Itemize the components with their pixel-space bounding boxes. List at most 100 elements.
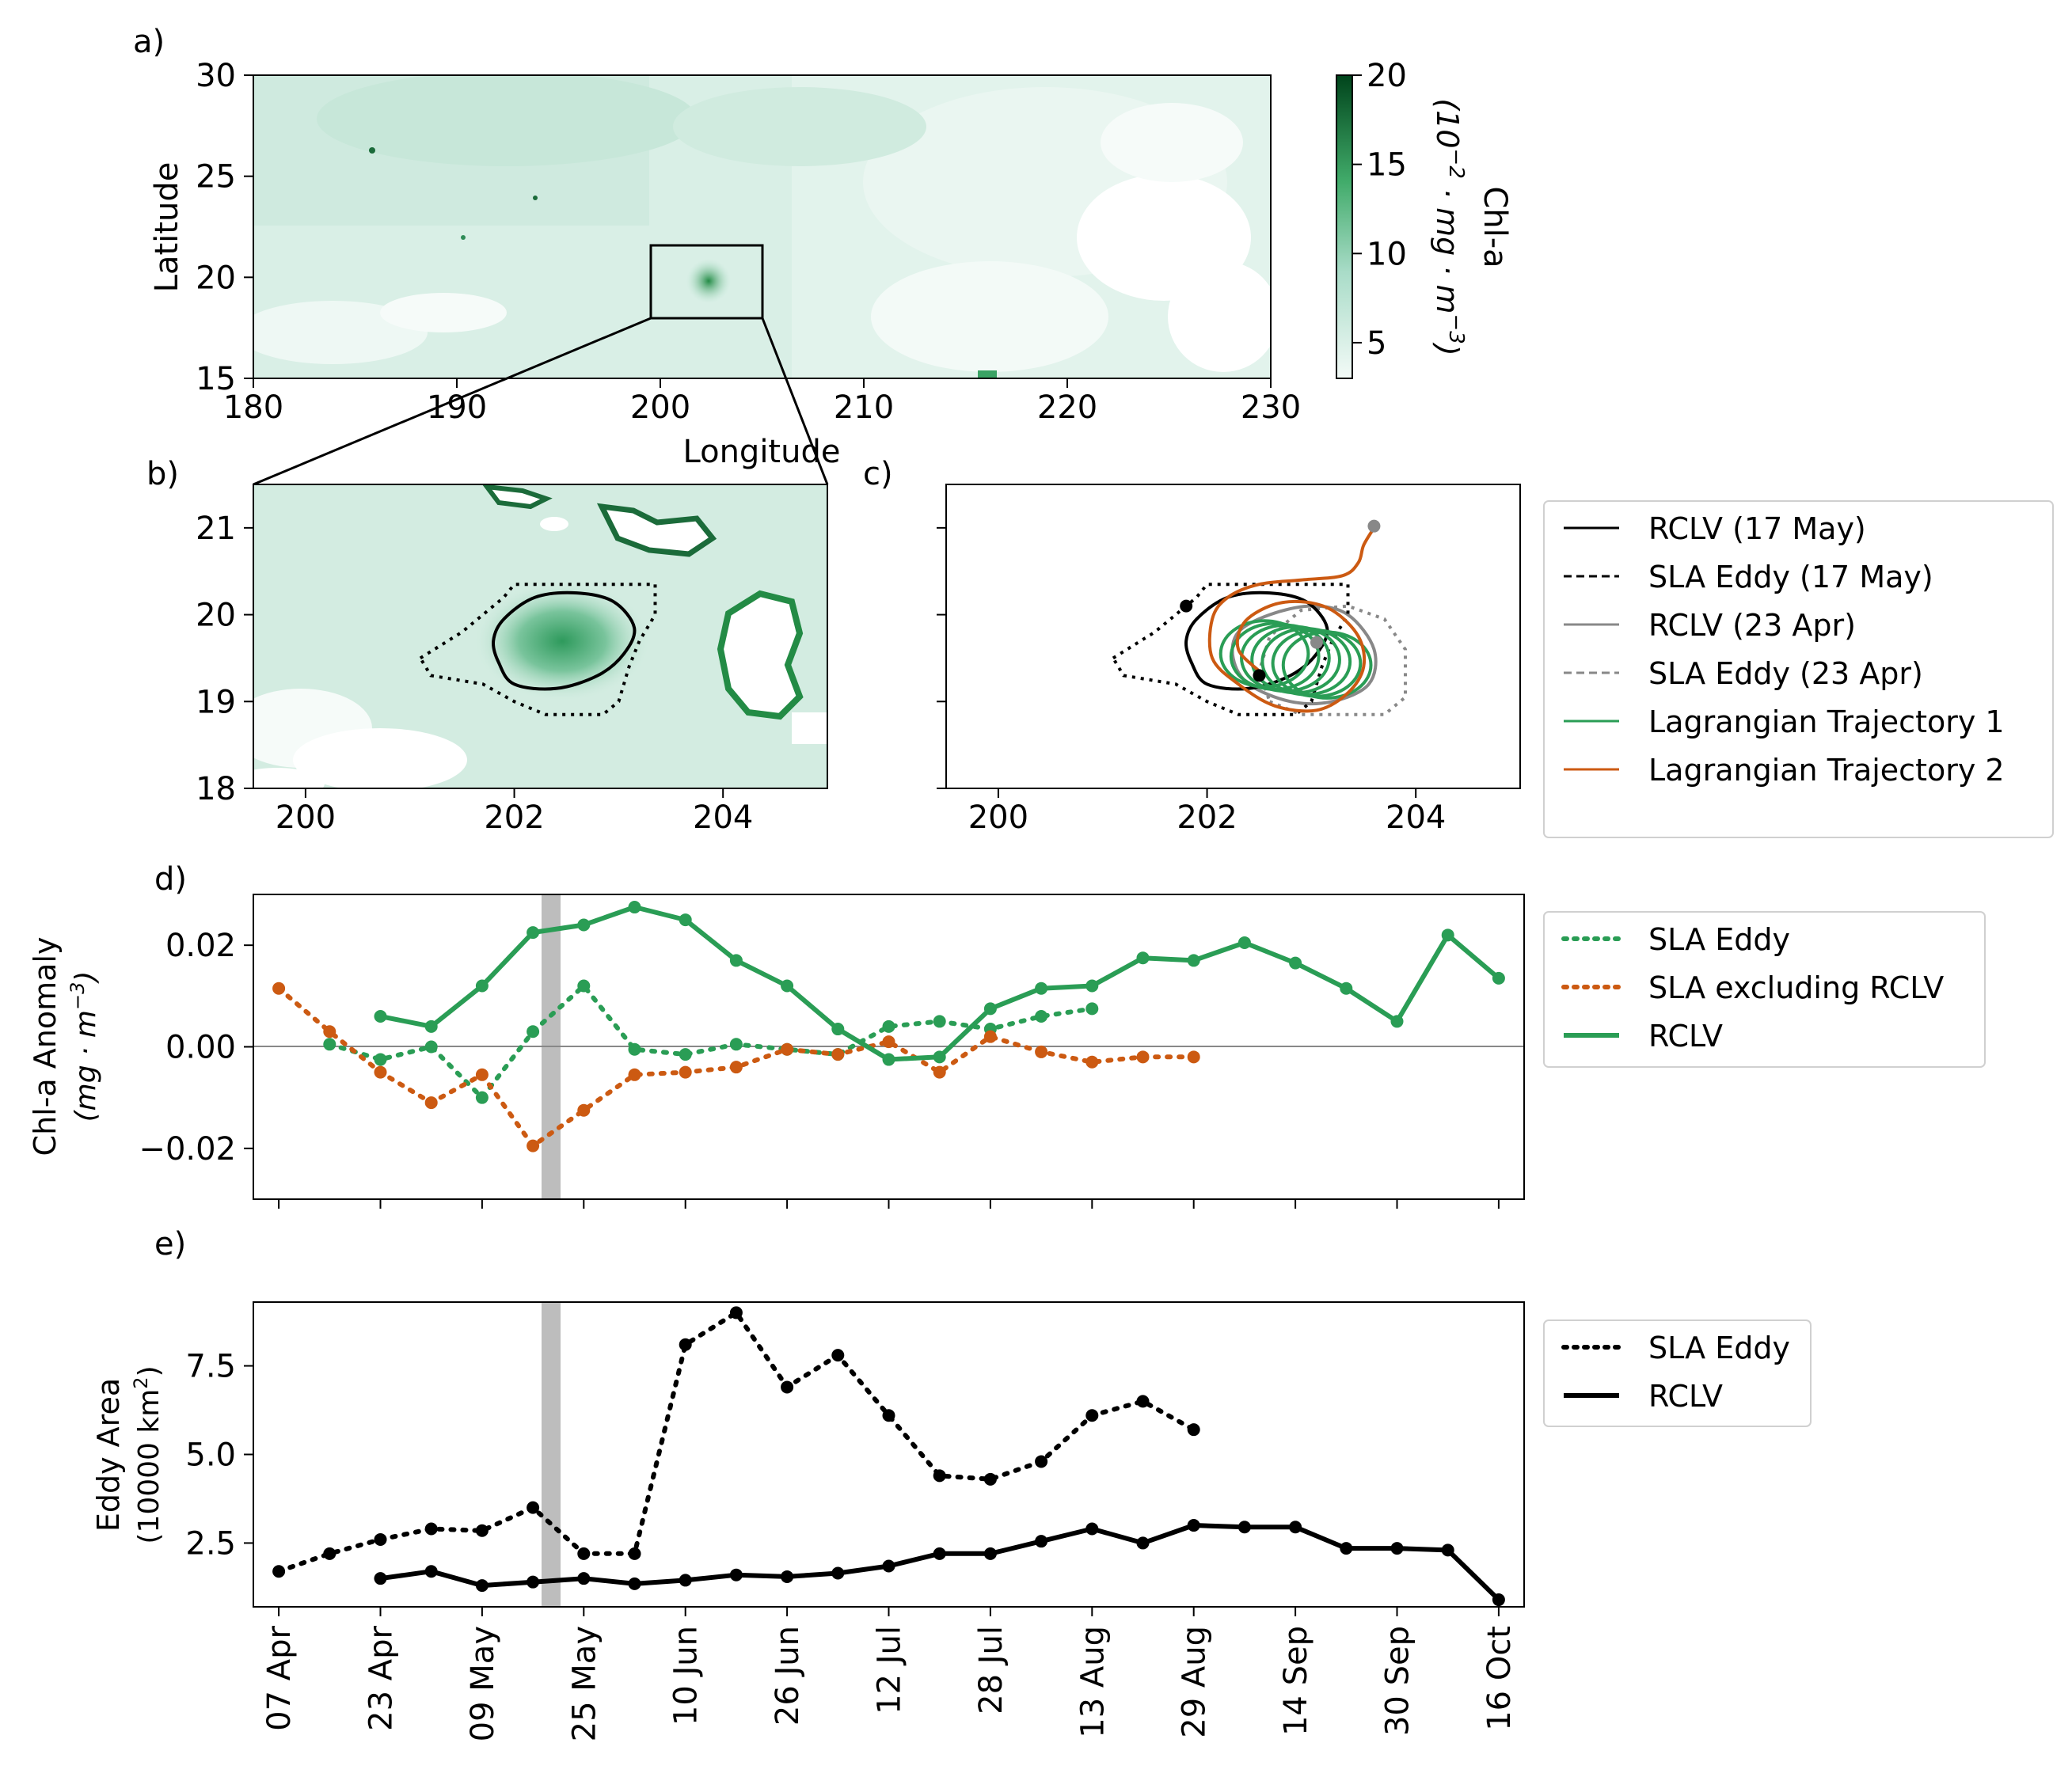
trajectory-1-loop-6 <box>1281 630 1373 700</box>
colorbar-tick-label-3: 20 <box>1367 58 1407 94</box>
panel-e-xtick-label-1: 23 Apr <box>363 1625 400 1730</box>
panel-d-series-0-point-12 <box>933 1015 946 1028</box>
panel-e-series-1-point-2 <box>475 1579 489 1593</box>
panel-e-series-0-point-3 <box>424 1522 438 1536</box>
panel-e-series-1-point-14 <box>1085 1522 1099 1536</box>
panel-c-frame <box>945 484 1521 789</box>
colorbar <box>1336 74 1353 379</box>
legend-e-rclv: RCLV <box>1648 1379 1723 1414</box>
panel-a-zoom-box <box>649 244 764 320</box>
panel-e-series-0-point-1 <box>323 1547 336 1560</box>
panel-e-series <box>272 1306 1505 1607</box>
panel-c-trajectory-1 <box>1218 619 1373 700</box>
panel-d-series-0-point-8 <box>729 1038 743 1051</box>
panel-e-series-1-point-12 <box>983 1547 997 1560</box>
panel-d-series-2-point-0 <box>374 1010 387 1023</box>
panel-e-highlight <box>542 1302 561 1607</box>
panel-c-ticks: 200 202 204 <box>937 526 1446 836</box>
legend-d-sla-excluding-rclv: SLA excluding RCLV <box>1648 970 1944 1005</box>
panel-e-series-0-point-5 <box>527 1501 540 1514</box>
panel-e-series-0-point-10 <box>781 1380 794 1394</box>
panel-c-xtick-label-1: 202 <box>1177 799 1237 836</box>
panel-d-series-2-point-20 <box>1390 1015 1404 1028</box>
panel-a-xtick-label-0: 180 <box>223 389 283 426</box>
panel-c-sla-eddy-17may <box>1111 583 1350 716</box>
panel-d-series-2-point-21 <box>1441 928 1454 942</box>
panel-e-label: e) <box>154 1226 186 1263</box>
panel-e-series-0-point-2 <box>374 1532 387 1546</box>
panel-e-series-1-point-19 <box>1340 1542 1353 1555</box>
panel-e-series-1-point-10 <box>882 1559 895 1573</box>
colorbar-label: Chl-a <box>1477 186 1513 268</box>
panel-d-series-1-point-15 <box>1035 1045 1048 1058</box>
panel-e-series-0-point-16 <box>1085 1409 1099 1422</box>
panel-e-series-0-line <box>276 1310 1196 1574</box>
panel-d-ytick-label-2: 0.02 <box>165 928 236 964</box>
panel-e-xtick-label-11: 30 Sep <box>1380 1626 1416 1736</box>
panel-d-series-2-point-10 <box>882 1053 895 1066</box>
panel-c-xtick-label-2: 204 <box>1386 799 1446 836</box>
legend-c-sla-eddy-23apr: SLA Eddy (23 Apr) <box>1648 656 1923 691</box>
panel-d-series-0-point-7 <box>679 1048 692 1061</box>
panel-b-frame <box>253 484 828 789</box>
panel-d-series-0-point-6 <box>628 1042 641 1056</box>
panel-d-ytick-label-0: −0.02 <box>139 1131 236 1168</box>
panel-d-legend: SLA Eddy SLA excluding RCLV RCLV <box>1543 911 1986 1068</box>
panel-b-rclv-contour <box>491 590 637 691</box>
panel-a-ylabel: Latitude <box>149 162 185 293</box>
panel-e-xtick-label-10: 14 Sep <box>1278 1626 1314 1736</box>
panel-e-series-1-point-5 <box>628 1577 641 1590</box>
panel-e-series-1-point-18 <box>1289 1521 1302 1534</box>
panel-d-series-0-point-1 <box>374 1053 387 1066</box>
panel-a-ytick-label-0: 15 <box>196 361 236 397</box>
panel-d-series-2-point-5 <box>628 901 641 914</box>
panel-e-series-0-point-14 <box>983 1472 997 1486</box>
panel-d-series-2-point-9 <box>831 1023 845 1036</box>
panel-d-series-2-point-3 <box>527 926 540 940</box>
panel-a-xtick-label-3: 210 <box>834 389 894 426</box>
panel-b-xtick-label-1: 202 <box>484 799 544 836</box>
panel-a-map-texture <box>253 75 1271 378</box>
panel-e-ytick-label-1: 5.0 <box>185 1437 236 1474</box>
panel-e-series-1-point-1 <box>424 1565 438 1578</box>
panel-e-series-0-point-7 <box>628 1547 641 1560</box>
panel-d-series-1-point-3 <box>424 1096 438 1110</box>
legend-c-sla-eddy-17may: SLA Eddy (17 May) <box>1648 560 1933 594</box>
panel-a-label: a) <box>133 24 165 60</box>
panel-d-ticks: −0.02 0.00 0.02 <box>139 928 1500 1209</box>
panel-d-series-2-point-19 <box>1340 982 1353 995</box>
panel-d-series-1-point-13 <box>933 1065 946 1079</box>
panel-d-series-2-point-8 <box>781 979 794 993</box>
panel-e-series-1-point-21 <box>1441 1543 1454 1557</box>
panel-c: c) 200 202 204 RCLV (17 May) SLA Eddy (17 … <box>863 456 2054 838</box>
colorbar-units: (10−2 · mg · m−3) <box>1430 98 1468 355</box>
panel-e: e) 07 Apr 23 Apr 09 May 25 May 10 Jun 26 Jun 1… <box>91 1226 1812 1741</box>
panel-e-series-1-point-4 <box>577 1572 591 1585</box>
panel-e-ytick-label-0: 2.5 <box>185 1525 236 1562</box>
panel-e-xtick-label-9: 29 Aug <box>1177 1626 1213 1738</box>
panel-e-series-1-point-17 <box>1237 1521 1251 1534</box>
panel-c-markers <box>1180 519 1381 682</box>
panel-d-series-1-point-7 <box>628 1068 641 1081</box>
panel-e-series-1-point-9 <box>831 1566 845 1580</box>
panel-e-xtick-label-3: 25 May <box>566 1626 603 1741</box>
panel-d-series-0-point-5 <box>577 979 591 993</box>
panel-d-series-2-point-4 <box>577 918 591 932</box>
legend-d-rclv: RCLV <box>1648 1019 1723 1054</box>
panel-d-series-2-point-16 <box>1187 954 1200 967</box>
panel-e-ylabel-units: (10000 km2) <box>130 1365 165 1543</box>
panel-d-series-2-point-22 <box>1492 971 1505 985</box>
panel-d-series-2-point-12 <box>983 1002 997 1016</box>
panel-d-series-1-point-0 <box>272 982 286 995</box>
panel-a-xtick-label-5: 230 <box>1241 389 1301 426</box>
panel-a-ytick-label-3: 30 <box>196 58 236 94</box>
panel-d-series-1-point-17 <box>1136 1050 1150 1064</box>
panel-d-series-2-point-18 <box>1289 956 1302 970</box>
panel-e-xtick-label-5: 26 Jun <box>770 1626 806 1726</box>
panel-d-series-0-point-14 <box>1035 1010 1048 1023</box>
panel-c-legend: RCLV (17 May) SLA Eddy (17 May) RCLV (23… <box>1543 500 2054 838</box>
panel-b-ytick-label-0: 18 <box>196 771 236 807</box>
panel-d-series-2-point-1 <box>424 1019 438 1033</box>
panel-e-series-0-point-9 <box>729 1306 743 1319</box>
